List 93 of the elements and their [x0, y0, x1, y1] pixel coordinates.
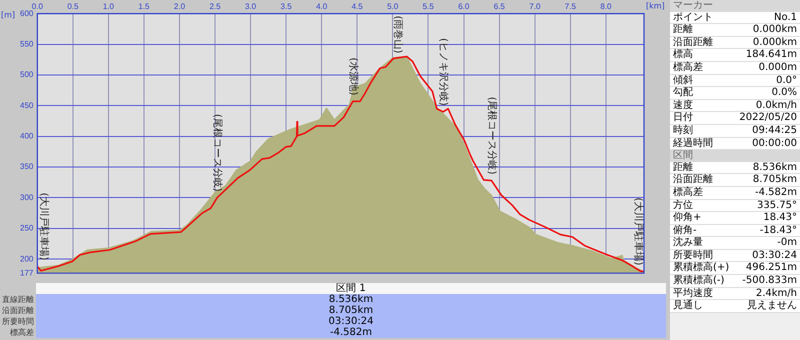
text: 仰角+	[673, 212, 702, 224]
y-tick-label: 550	[20, 39, 34, 48]
text: 0.0%	[772, 87, 797, 99]
y-tick-label: 350	[20, 162, 34, 172]
text: 勾配	[673, 87, 693, 99]
y-tick-label: 500	[20, 70, 34, 80]
x-tick-label: 8.0	[600, 2, 612, 12]
text: 俯角-	[673, 224, 697, 236]
y-tick-label: 450	[20, 100, 34, 110]
x-tick-label: 1.0	[102, 2, 115, 12]
text: 2.4km/h	[756, 288, 797, 300]
text: 0.000km	[752, 24, 797, 36]
y-tick-label: 200	[20, 254, 34, 264]
text: 335.75°	[757, 200, 797, 212]
y-axis-title: [m]	[1, 10, 16, 20]
text: 2022/05/20	[739, 112, 797, 124]
annotation: (尾根コース分岐)	[486, 96, 498, 175]
text: 沿面距離	[673, 174, 713, 186]
y-tick-label: 250	[20, 224, 34, 233]
text: -0m	[777, 237, 797, 249]
text: 496.251m	[746, 262, 797, 274]
text: 日付	[673, 112, 693, 124]
x-tick-label: 7.5	[564, 2, 576, 12]
text: 03:30:24	[752, 250, 797, 262]
text: 区間 1	[36, 283, 666, 294]
annotation: (ヒノキ沢分岐)	[438, 38, 450, 106]
text: 0.0°	[776, 74, 797, 86]
y-tick-label: 600	[20, 8, 34, 18]
text: 標高差	[673, 62, 703, 74]
x-tick-label: 0.0	[32, 2, 44, 12]
text: 8.536km	[752, 162, 797, 174]
text: 03:30:24	[36, 316, 666, 327]
text: 距離	[673, 24, 693, 36]
text: -18.43°	[760, 224, 797, 236]
text: 標高	[673, 49, 693, 61]
text: 平均速度	[673, 288, 713, 300]
text: 0.000km	[752, 36, 797, 48]
text: 0.000m	[758, 62, 797, 74]
text: 所要時間	[1, 316, 35, 327]
x-tick-label: 1.5	[138, 2, 150, 12]
text: 標高差	[9, 327, 35, 338]
annotation: (大川戸駐車場)	[632, 198, 644, 266]
text: 距離	[673, 162, 693, 174]
text: -4.582m	[36, 327, 666, 338]
text: 沿面距離	[1, 305, 35, 316]
text: No.1	[774, 12, 797, 24]
text: ポイント	[673, 12, 713, 24]
text: 見通し	[673, 300, 703, 312]
text: 所要時間	[673, 250, 713, 262]
text: 8.705km	[752, 174, 797, 186]
text: 見えません	[747, 300, 797, 312]
annotation: (雨巻山)	[392, 16, 404, 54]
text: 速度	[673, 100, 693, 112]
x-tick-label: 3.0	[244, 2, 257, 12]
text: 傾斜	[673, 74, 693, 86]
text: 累積標高(-)	[673, 275, 724, 287]
text: 00:00:00	[752, 138, 797, 150]
x-tick-label: 2.5	[209, 2, 222, 12]
text: 沈み量	[673, 237, 703, 249]
text: 8.705km	[36, 305, 666, 316]
text: 8.536km	[36, 294, 666, 305]
annotation: (水源地)	[347, 58, 360, 96]
x-tick-label: 5.0	[387, 2, 399, 12]
text: 沿面距離	[673, 36, 713, 48]
x-tick-label: 2.0	[174, 2, 186, 12]
text: 09:44:25	[752, 124, 797, 137]
y-tick-label: 300	[20, 192, 34, 202]
x-tick-label: 0.5	[67, 2, 79, 12]
text: -500.833m	[742, 275, 797, 287]
x-tick-label: 4.5	[352, 2, 364, 12]
text: 0.0km/h	[756, 100, 797, 112]
annotation: (尾根コース分岐)	[212, 114, 224, 192]
text: マーカー	[670, 0, 800, 12]
text: -4.582m	[755, 186, 797, 198]
x-tick-label: 4.0	[316, 2, 328, 12]
text: 区間	[670, 150, 800, 162]
text: 標高差	[673, 186, 703, 198]
text: 直線距離	[1, 294, 35, 305]
annotation: (大川戸駐車場)	[38, 192, 50, 261]
text: 累積標高(+)	[673, 262, 730, 274]
text: 時刻	[673, 124, 693, 137]
x-tick-label: 7.0	[529, 2, 541, 12]
text: 184.641m	[746, 49, 797, 61]
x-axis-title: [km]	[646, 2, 665, 11]
y-tick-label: 400	[20, 132, 34, 141]
text: 方位	[673, 200, 693, 212]
x-tick-label: 6.0	[458, 2, 470, 12]
text: 18.43°	[763, 212, 797, 224]
x-tick-label: 3.5	[280, 2, 292, 12]
y-tick-label: 177	[20, 268, 34, 278]
x-tick-label: 5.5	[422, 2, 434, 12]
text: 経過時間	[673, 138, 713, 150]
x-tick-label: 6.5	[494, 2, 506, 12]
